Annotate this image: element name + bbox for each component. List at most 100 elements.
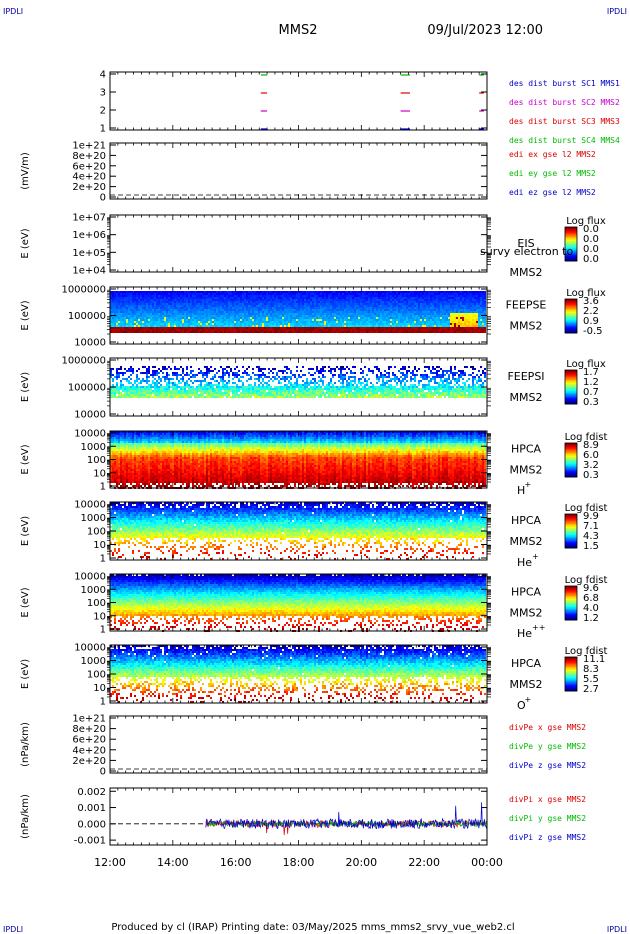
- spectrogram-cell: [128, 307, 130, 309]
- spectrogram-cell: [262, 331, 264, 333]
- spectrogram-cell: [450, 307, 452, 309]
- spectrogram-cell: [368, 329, 370, 331]
- spectrogram-cell: [180, 323, 182, 325]
- spectrogram-cell: [388, 313, 390, 315]
- spectrogram-cell: [312, 311, 314, 313]
- spectrogram-cell: [314, 309, 316, 311]
- spectrogram-cell: [170, 392, 172, 394]
- spectrogram-cell: [164, 386, 166, 388]
- spectrogram-cell: [202, 323, 204, 325]
- spectrogram-cell: [438, 303, 440, 305]
- colorbar-swatch: [565, 325, 577, 328]
- spectrogram-cell: [194, 303, 196, 305]
- spectrogram-cell: [288, 317, 290, 319]
- spectrogram-cell: [200, 309, 202, 311]
- spectrogram-cell: [412, 299, 414, 301]
- spectrogram-cell: [248, 305, 250, 307]
- spectrogram-cell: [354, 327, 356, 329]
- spectrogram-cell: [448, 297, 450, 299]
- spectrogram-cell: [176, 315, 178, 317]
- spectrogram-cell: [168, 384, 170, 386]
- spectrogram-cell: [388, 293, 390, 295]
- spectrogram-cell: [132, 392, 134, 394]
- spectrogram-cell: [390, 293, 392, 295]
- spectrogram-cell: [214, 303, 216, 305]
- spectrogram-cell: [400, 305, 402, 307]
- spectrogram-cell: [458, 301, 460, 303]
- spectrogram-cell: [252, 301, 254, 303]
- spectrogram-cell: [466, 311, 468, 313]
- spectrogram-cell: [264, 291, 266, 293]
- spectrogram-cell: [112, 331, 114, 333]
- spectrogram-cell: [404, 311, 406, 313]
- spectrogram-cell: [406, 309, 408, 311]
- spectrogram-cell: [338, 329, 340, 331]
- spectrogram-cell: [318, 317, 320, 319]
- spectrogram-cell: [404, 317, 406, 319]
- spectrogram-cell: [466, 307, 468, 309]
- spectrogram-cell: [184, 392, 186, 394]
- spectrogram-cell: [234, 311, 236, 313]
- legend-entry: edi ez gse l2 MMS2: [509, 188, 596, 197]
- spectrogram-cell: [402, 329, 404, 331]
- spectrogram-cell: [302, 291, 304, 293]
- spectrogram-cell: [276, 295, 278, 297]
- spectrogram-cell: [284, 293, 286, 295]
- spectrogram-cell: [266, 301, 268, 303]
- spectrogram-cell: [308, 303, 310, 305]
- spectrogram-cell: [412, 307, 414, 309]
- spectrogram-cell: [122, 315, 124, 317]
- spectrogram-cell: [124, 386, 126, 388]
- spectrogram-cell: [404, 291, 406, 293]
- spectrogram-cell: [234, 293, 236, 295]
- spectrogram-cell: [296, 293, 298, 295]
- spectrogram-cell: [146, 323, 148, 325]
- spectrogram-cell: [194, 295, 196, 297]
- spectrogram-cell: [416, 305, 418, 307]
- spectrogram-cell: [248, 315, 250, 317]
- spectrogram-cell: [266, 293, 268, 295]
- spectrogram-cell: [224, 331, 226, 333]
- spectrogram-cell: [152, 295, 154, 297]
- colorbar-swatch: [565, 320, 577, 323]
- spectrogram-cell: [404, 313, 406, 315]
- spectrogram-cell: [310, 315, 312, 317]
- spectrogram-cell: [390, 325, 392, 327]
- spectrogram-cell: [406, 305, 408, 307]
- spectrogram-cell: [258, 299, 260, 301]
- spectrogram-cell: [112, 392, 114, 394]
- spectrogram-cell: [208, 315, 210, 317]
- spectrogram-cell: [142, 315, 144, 317]
- spectrogram-cell: [120, 297, 122, 299]
- spectrogram-cell: [252, 325, 254, 327]
- spectrogram-cell: [252, 327, 254, 329]
- spectrogram-cell: [454, 311, 456, 313]
- spectrogram-cell: [230, 301, 232, 303]
- spectrogram-cell: [236, 315, 238, 317]
- spectrogram-cell: [454, 295, 456, 297]
- spectrogram-cell: [476, 303, 478, 305]
- spectrogram-cell: [158, 301, 160, 303]
- spectrogram-cell: [170, 311, 172, 313]
- spectrogram-cell: [270, 323, 272, 325]
- spectrogram-cell: [384, 307, 386, 309]
- spectrogram-cell: [222, 331, 224, 333]
- spectrogram-cell: [244, 299, 246, 301]
- spectrogram-cell: [324, 313, 326, 315]
- spectrogram-cell: [460, 329, 462, 331]
- spectrogram-cell: [160, 293, 162, 295]
- spectrogram-cell: [224, 313, 226, 315]
- spectrogram-cell: [158, 293, 160, 295]
- spectrogram-cell: [470, 331, 472, 333]
- spectrogram-cell: [246, 313, 248, 315]
- spectrogram-cell: [226, 325, 228, 327]
- spectrogram-cell: [458, 297, 460, 299]
- spectrogram-cell: [262, 311, 264, 313]
- spectrogram-cell: [316, 329, 318, 331]
- spectrogram-cell: [152, 301, 154, 303]
- spectrogram-cell: [382, 297, 384, 299]
- spectrogram-cell: [198, 295, 200, 297]
- spectrogram-cell: [384, 319, 386, 321]
- spectrogram-cell: [330, 313, 332, 315]
- spectrogram-cell: [310, 303, 312, 305]
